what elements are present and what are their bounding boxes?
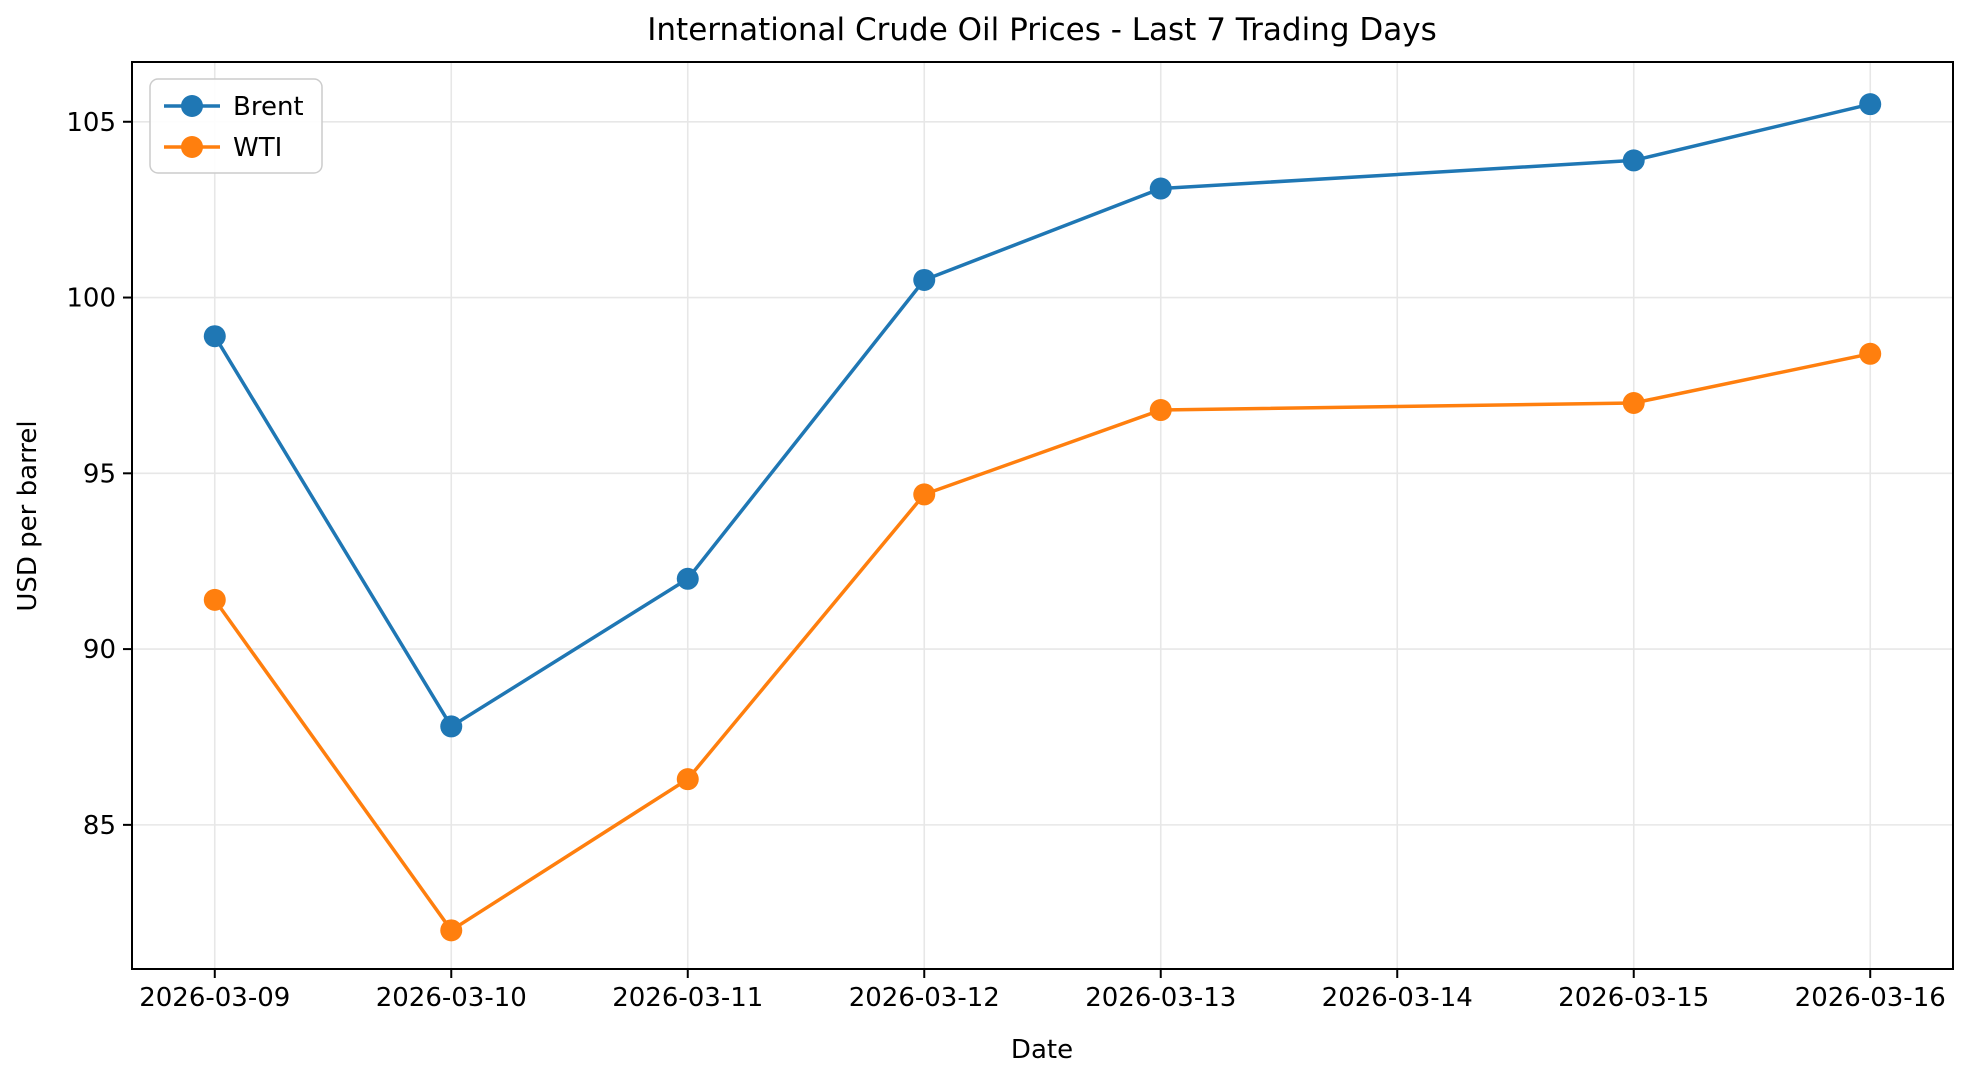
series-line-brent <box>213 102 1872 729</box>
legend: Brent WTI <box>149 78 323 174</box>
y-tick-label: 105 <box>66 108 116 138</box>
legend-marker-swatch <box>181 95 203 117</box>
y-tick-label: 90 <box>83 635 116 665</box>
legend-entry-brent: Brent <box>164 92 304 122</box>
data-point-wti <box>913 483 936 506</box>
y-tick-label: 100 <box>66 284 116 314</box>
legend-label: WTI <box>233 133 282 163</box>
x-tick-label: 2026-03-14 <box>1322 983 1473 1013</box>
y-axis-label: USD per barrel <box>13 420 43 611</box>
y-tick-label: 95 <box>83 459 116 489</box>
plot-border <box>131 61 1954 970</box>
data-point-brent <box>1149 177 1172 200</box>
gridlines <box>132 62 1953 969</box>
data-point-wti <box>203 588 226 611</box>
data-point-wti <box>676 768 699 791</box>
data-point-wti <box>1859 342 1882 365</box>
data-point-wti <box>1622 392 1645 415</box>
x-tick-label: 2026-03-11 <box>612 983 763 1013</box>
chart-title: International Crude Oil Prices - Last 7 … <box>647 12 1436 48</box>
data-point-wti <box>440 919 463 942</box>
data-point-brent <box>1622 149 1645 172</box>
tick-labels: 2026-03-09 2026-03-10 2026-03-11 2026-03-12… <box>66 108 1945 1013</box>
data-point-brent <box>913 268 936 291</box>
x-tick-label: 2026-03-15 <box>1558 983 1709 1013</box>
x-tick-label: 2026-03-12 <box>849 983 1000 1013</box>
data-point-wti <box>1149 399 1172 422</box>
x-tick-label: 2026-03-16 <box>1795 983 1946 1013</box>
series-line-wti <box>213 352 1872 933</box>
y-tick-label: 85 <box>83 811 116 841</box>
x-axis-label: Date <box>1011 1035 1073 1065</box>
x-tick-label: 2026-03-09 <box>139 983 290 1013</box>
axes <box>123 61 1954 978</box>
data-point-brent <box>676 567 699 590</box>
series <box>203 93 1882 942</box>
legend-entry-wti: WTI <box>164 133 282 163</box>
data-point-brent <box>440 715 463 738</box>
x-tick-label: 2026-03-10 <box>376 983 527 1013</box>
data-point-brent <box>1859 93 1882 116</box>
data-point-brent <box>203 325 226 348</box>
x-tick-label: 2026-03-13 <box>1085 983 1236 1013</box>
legend-label: Brent <box>233 92 304 122</box>
legend-marker-swatch <box>181 136 203 158</box>
